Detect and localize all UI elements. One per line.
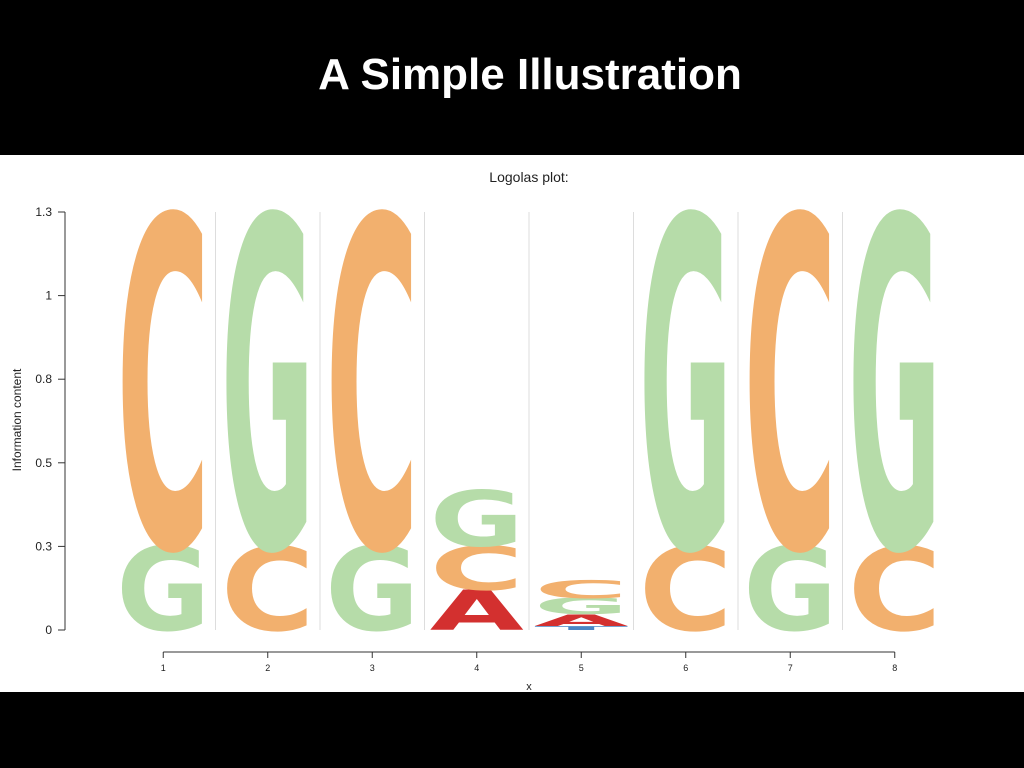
slide-title: A Simple Illustration <box>318 50 742 99</box>
x-tick-label: 4 <box>474 663 479 673</box>
y-axis-label: Information content <box>10 368 24 471</box>
logo-letter: G <box>221 155 315 654</box>
x-tick-label: 3 <box>370 663 375 673</box>
title-bar: A Simple Illustration <box>0 0 1024 155</box>
chart: Logolas plot: x Information content 0 0.3… <box>0 155 1024 692</box>
x-axis-label: x <box>526 681 532 692</box>
logo-letter: C <box>639 524 733 657</box>
y-tick-label: 0 <box>45 623 52 637</box>
logo-letter: A <box>534 611 628 630</box>
logo-letter: T <box>534 625 629 631</box>
x-tick-label: 1 <box>161 663 166 673</box>
logo-letter: G <box>848 155 942 654</box>
logo-letter: G <box>430 475 524 564</box>
y-tick-label: 0.3 <box>35 539 52 553</box>
logo-letter: G <box>639 155 733 654</box>
x-tick-label: 7 <box>788 663 793 673</box>
y-tick-label: 1.3 <box>35 205 52 219</box>
logo-letter: G <box>743 524 837 657</box>
y-tick-label: 0.8 <box>35 372 52 386</box>
x-tick-label: 2 <box>265 663 270 673</box>
logo-letter: G <box>534 594 628 620</box>
logo-letter: C <box>743 155 837 654</box>
x-tick-label: 6 <box>683 663 688 673</box>
logo-letter: C <box>430 534 524 604</box>
logo-letter: A <box>430 579 525 643</box>
logo-letter: C <box>325 155 419 654</box>
logo-letter: G <box>116 524 210 657</box>
logo-letter: C <box>221 524 315 657</box>
y-tick-label: 1 <box>45 289 52 303</box>
logo-letter: C <box>116 155 210 654</box>
y-tick-label: 0.5 <box>35 456 52 470</box>
logo-letter: G <box>325 524 419 657</box>
x-tick-label: 5 <box>579 663 584 673</box>
chart-title: Logolas plot: <box>489 169 568 185</box>
x-tick-label: 8 <box>892 663 897 673</box>
logo-letter: C <box>534 576 628 605</box>
logo-letter: C <box>848 524 942 657</box>
